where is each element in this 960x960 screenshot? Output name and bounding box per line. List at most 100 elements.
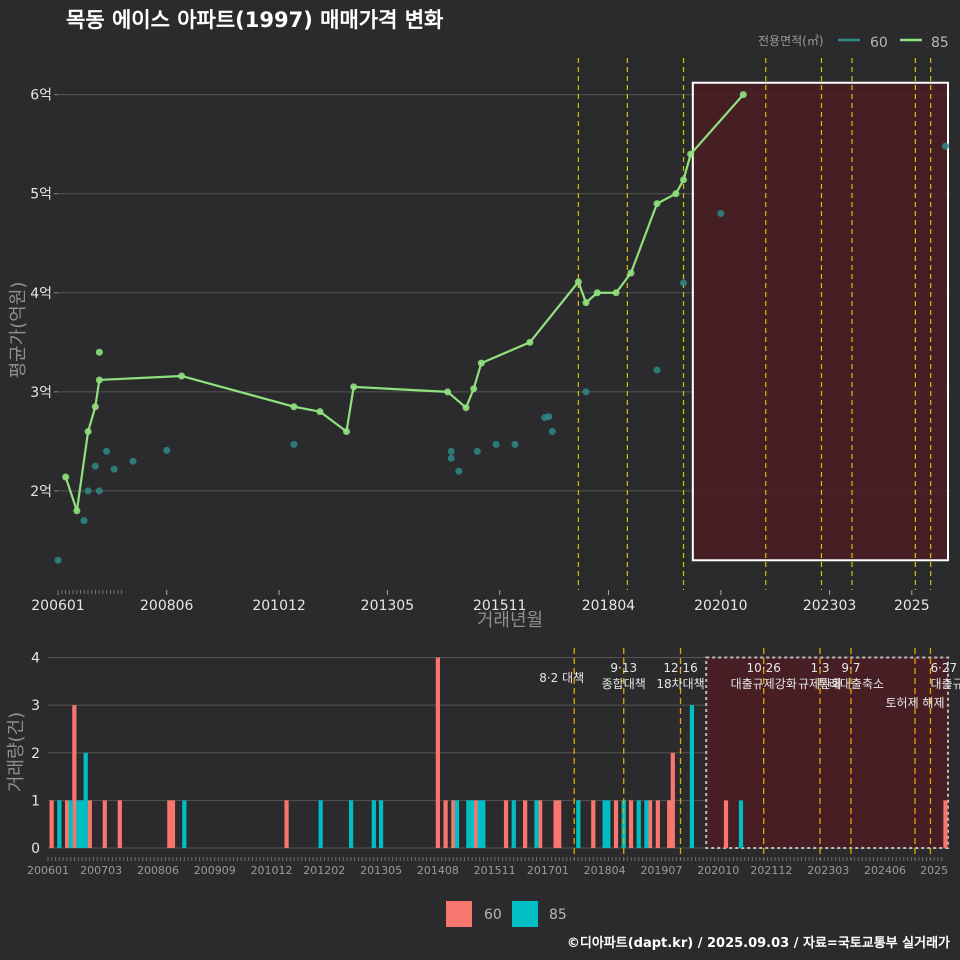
- volume-highlight-region: [705, 656, 949, 849]
- price-x-tick-label: 201511: [473, 598, 526, 614]
- price-legend: 전용면적(㎡) 60 85: [758, 34, 949, 51]
- volume-bar-85: [318, 800, 323, 848]
- volume-bar-85: [469, 800, 475, 848]
- volume-bar-85: [348, 800, 354, 848]
- price-point-60: [103, 447, 111, 455]
- policy-annotation: 9·13: [610, 661, 637, 675]
- volume-bar-60: [64, 800, 70, 848]
- legend-label-vol-85: 85: [549, 907, 567, 923]
- price-point-85: [653, 200, 661, 208]
- price-point-60: [942, 142, 950, 150]
- price-point-60: [91, 462, 99, 470]
- price-point-60: [582, 388, 590, 396]
- volume-bar-60: [443, 800, 448, 848]
- price-point-85: [462, 404, 470, 412]
- policy-annotation: 6·27: [930, 661, 957, 675]
- price-x-axis-title: 거래년월: [477, 610, 543, 631]
- volume-x-tick-label: 201907: [640, 864, 682, 877]
- volume-x-tick-label: 202406: [864, 864, 906, 877]
- volume-x-tick-label: 201701: [527, 864, 569, 877]
- price-x-tick-label: 2025: [894, 598, 930, 614]
- volume-bar-60: [723, 800, 729, 848]
- price-point-85: [627, 269, 635, 277]
- volume-bar-85: [689, 705, 694, 848]
- price-point-85: [95, 348, 103, 356]
- chart-title: 목동 에이스 아파트(1997) 매매가격 변화: [66, 8, 444, 32]
- volume-bar-60: [553, 800, 558, 848]
- price-x-tick-label: 200601: [31, 598, 84, 614]
- price-point-85: [178, 372, 186, 380]
- volume-bar-60: [613, 800, 619, 848]
- credit-line: ©디아파트(dapt.kr) / 2025.09.03 / 자료=국토교통부 실…: [567, 935, 950, 951]
- price-x-tick-label: 202303: [803, 598, 856, 614]
- policy-annotation: 8·2 대책: [539, 670, 584, 685]
- volume-bar-85: [621, 800, 626, 848]
- volume-bar-60: [451, 800, 456, 848]
- price-highlight-region: [691, 81, 950, 562]
- volume-x-tick-label: 201305: [360, 864, 402, 877]
- policy-annotation: 특례대출축소: [818, 677, 884, 691]
- price-point-60: [653, 366, 661, 374]
- price-point-85: [574, 278, 582, 286]
- volume-bar-85: [182, 800, 187, 848]
- volume-bar-60: [667, 800, 672, 848]
- volume-bar-85: [511, 800, 516, 848]
- volume-bars: [49, 657, 948, 848]
- volume-x-tick-label: 200806: [137, 864, 179, 877]
- volume-y-axis-title: 거래량(건): [6, 712, 27, 792]
- price-point-85: [95, 376, 103, 384]
- legend-label-vol-60: 60: [484, 907, 502, 923]
- price-x-minor-ticks: [57, 590, 123, 594]
- legend-swatch-vol-85: [512, 901, 538, 927]
- volume-bar-85: [602, 800, 607, 848]
- volume-bar-60: [284, 800, 289, 848]
- price-y-tick-label: 6억: [30, 88, 52, 104]
- volume-bar-85: [83, 752, 88, 848]
- volume-legend: 60 85: [446, 901, 567, 927]
- policy-annotation: 대출규제강화: [731, 677, 797, 691]
- price-y-tick-label: 4억: [30, 286, 52, 302]
- volume-bar-60: [167, 800, 172, 848]
- volume-x-tick-label: 200601: [27, 864, 69, 877]
- price-point-85: [350, 383, 358, 391]
- volume-x-tick-label: 200909: [194, 864, 236, 877]
- price-point-85: [612, 289, 620, 297]
- volume-bar-60: [102, 800, 107, 848]
- volume-x-tick-label: 201012: [251, 864, 293, 877]
- price-point-60: [492, 440, 500, 448]
- price-point-85: [444, 388, 452, 396]
- volume-bar-60: [87, 800, 92, 848]
- price-point-85: [687, 150, 695, 158]
- price-point-60: [680, 279, 688, 287]
- price-x-tick-labels: 200601 200806 201012 201305 201511 201804 2020…: [31, 590, 930, 614]
- legend-swatch-vol-60: [446, 901, 472, 927]
- price-point-60: [95, 487, 103, 495]
- price-point-60: [290, 440, 298, 448]
- volume-bar-60: [170, 800, 176, 848]
- policy-annotation: 종합대책: [602, 676, 646, 691]
- volume-x-tick-label: 201511: [474, 864, 516, 877]
- volume-bar-60: [943, 800, 948, 848]
- policy-annotation: 10·26: [747, 661, 781, 675]
- price-point-60: [110, 465, 118, 473]
- price-point-60: [447, 454, 455, 462]
- volume-bar-60: [538, 800, 543, 848]
- price-y-tick-label: 2억: [30, 484, 52, 500]
- price-point-85: [477, 359, 485, 367]
- volume-bar-60: [591, 800, 596, 848]
- price-point-60: [511, 440, 519, 448]
- volume-bar-60: [503, 800, 509, 848]
- volume-x-tick-label: 202010: [697, 864, 739, 877]
- volume-bar-60: [628, 800, 634, 848]
- volume-bar-85: [481, 800, 486, 848]
- volume-bar-85: [466, 800, 471, 848]
- volume-x-tick-label: 201408: [417, 864, 459, 877]
- volume-bar-85: [644, 800, 649, 848]
- price-point-85: [91, 403, 99, 411]
- price-point-85: [316, 408, 324, 416]
- volume-bar-60: [655, 800, 660, 848]
- volume-y-tick-label: 0: [31, 841, 40, 857]
- volume-bar-60: [473, 800, 479, 848]
- volume-x-minor-ticks: [47, 857, 943, 861]
